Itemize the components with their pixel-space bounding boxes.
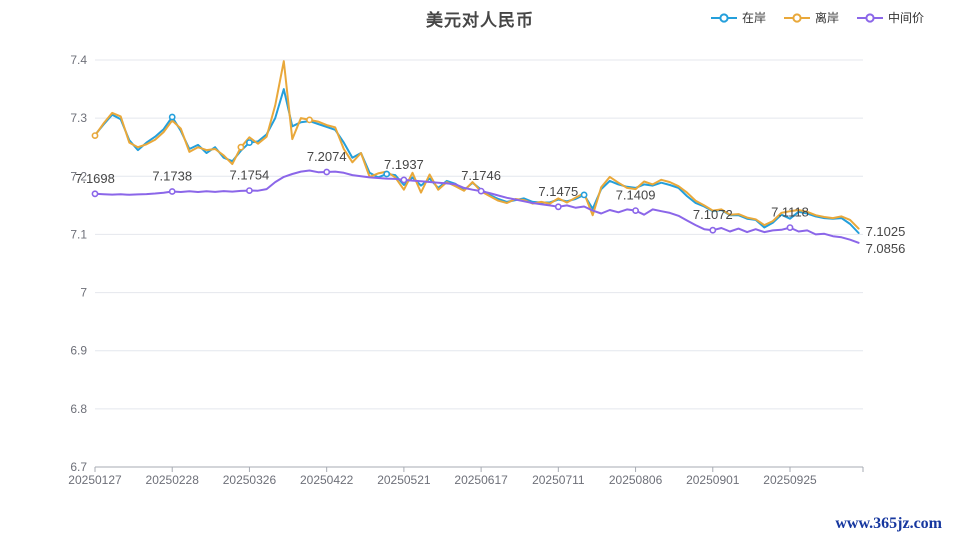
line-marker-icon <box>710 12 737 23</box>
svg-text:6.7: 6.7 <box>70 460 87 474</box>
x-tick-label: 20250806 <box>609 473 663 487</box>
page-title: 美元对人民币 <box>426 11 534 30</box>
series-markers-offshore <box>91 116 313 151</box>
end-label-onshore: 7.1025 <box>866 224 906 239</box>
svg-text:7.2: 7.2 <box>70 169 87 183</box>
x-tick-label: 20250901 <box>686 473 740 487</box>
x-tick-label: 20250326 <box>223 473 277 487</box>
svg-text:7.2074: 7.2074 <box>307 149 347 164</box>
svg-text:7.1746: 7.1746 <box>461 168 501 183</box>
svg-text:7.1409: 7.1409 <box>616 188 656 203</box>
svg-text:6.8: 6.8 <box>70 402 87 416</box>
svg-text:7.1738: 7.1738 <box>152 169 192 184</box>
series-markers-central-parity <box>91 168 794 234</box>
gridlines <box>95 59 863 468</box>
series-line-onshore <box>94 88 860 234</box>
legend-item-onshore[interactable]: 在岸 <box>710 9 766 26</box>
legend: 在岸 离岸 中间价 <box>710 9 924 26</box>
legend-item-central-parity[interactable]: 中间价 <box>856 9 924 26</box>
x-tick-label: 20250521 <box>377 473 431 487</box>
x-tick-label: 20250711 <box>532 473 585 487</box>
x-tick-label: 20250228 <box>146 473 200 487</box>
svg-text:6.9: 6.9 <box>70 344 87 358</box>
svg-text:7.1475: 7.1475 <box>538 184 578 199</box>
value-labels-central-parity: 7.1698 7.1738 7.1754 7.2074 7.1937 7.1746 7.14… <box>75 149 809 222</box>
x-tick-label: 20250617 <box>454 473 508 487</box>
line-marker-icon <box>783 12 810 23</box>
series-markers-onshore <box>168 113 588 199</box>
legend-label-onshore: 在岸 <box>741 11 766 25</box>
svg-text:7.1: 7.1 <box>70 227 87 241</box>
svg-text:7.1118: 7.1118 <box>771 205 809 220</box>
x-tick-label: 20250127 <box>68 473 122 487</box>
x-tick-label: 20250925 <box>763 473 817 487</box>
svg-text:7.1698: 7.1698 <box>75 171 115 186</box>
x-axis: 20250127 20250228 20250326 20250422 20250521… <box>68 467 864 487</box>
series-line-central-parity <box>94 169 860 244</box>
watermark-link[interactable]: www.365jz.com <box>835 515 942 532</box>
svg-text:7.1072: 7.1072 <box>693 207 733 222</box>
svg-text:7: 7 <box>80 286 87 300</box>
legend-item-offshore[interactable]: 离岸 <box>783 9 839 26</box>
legend-label-offshore: 离岸 <box>814 11 839 25</box>
svg-text:7.3: 7.3 <box>70 111 87 125</box>
line-marker-icon <box>856 12 883 23</box>
legend-label-central-parity: 中间价 <box>887 11 924 25</box>
y-axis-labels: 6.7 6.8 6.9 7 7.1 7.2 7.3 7.4 <box>70 53 87 474</box>
svg-text:7.4: 7.4 <box>70 53 87 67</box>
end-label-central-parity: 7.0856 <box>866 241 906 256</box>
x-tick-label: 20250422 <box>300 473 354 487</box>
series-line-offshore <box>94 60 860 230</box>
svg-text:7.1937: 7.1937 <box>384 157 424 172</box>
svg-text:7.1754: 7.1754 <box>230 168 270 183</box>
